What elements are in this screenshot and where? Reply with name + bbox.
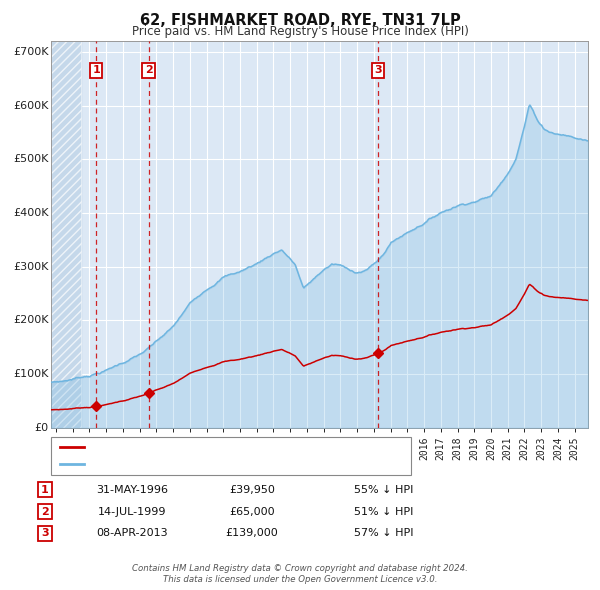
Text: 62, FISHMARKET ROAD, RYE, TN31 7LP (detached house): 62, FISHMARKET ROAD, RYE, TN31 7LP (deta… [88,442,384,453]
Text: 62, FISHMARKET ROAD, RYE, TN31 7LP: 62, FISHMARKET ROAD, RYE, TN31 7LP [140,13,460,28]
Text: £100K: £100K [13,369,49,379]
Text: Contains HM Land Registry data © Crown copyright and database right 2024.: Contains HM Land Registry data © Crown c… [132,565,468,573]
Text: 57% ↓ HPI: 57% ↓ HPI [354,529,414,538]
Text: 2: 2 [145,65,152,76]
Text: 08-APR-2013: 08-APR-2013 [96,529,168,538]
Text: £200K: £200K [13,316,49,326]
Text: 2: 2 [41,507,49,516]
Text: 3: 3 [41,529,49,538]
Text: £65,000: £65,000 [229,507,275,516]
Text: 3: 3 [374,65,382,76]
Text: £300K: £300K [13,262,49,272]
Text: £139,000: £139,000 [226,529,278,538]
Text: 31-MAY-1996: 31-MAY-1996 [96,485,168,494]
Text: 1: 1 [92,65,100,76]
Text: HPI: Average price, detached house, Rother: HPI: Average price, detached house, Roth… [88,459,316,469]
Text: 55% ↓ HPI: 55% ↓ HPI [355,485,413,494]
Text: 51% ↓ HPI: 51% ↓ HPI [355,507,413,516]
Text: £39,950: £39,950 [229,485,275,494]
Text: £600K: £600K [13,101,49,111]
Bar [51,41,81,428]
Text: 1: 1 [41,485,49,494]
Text: £500K: £500K [13,155,49,165]
Text: £0: £0 [34,423,49,432]
Text: Price paid vs. HM Land Registry's House Price Index (HPI): Price paid vs. HM Land Registry's House … [131,25,469,38]
Text: This data is licensed under the Open Government Licence v3.0.: This data is licensed under the Open Gov… [163,575,437,584]
Bar [51,41,81,428]
Text: £400K: £400K [13,208,49,218]
Text: £700K: £700K [13,47,49,57]
Text: 14-JUL-1999: 14-JUL-1999 [98,507,166,516]
